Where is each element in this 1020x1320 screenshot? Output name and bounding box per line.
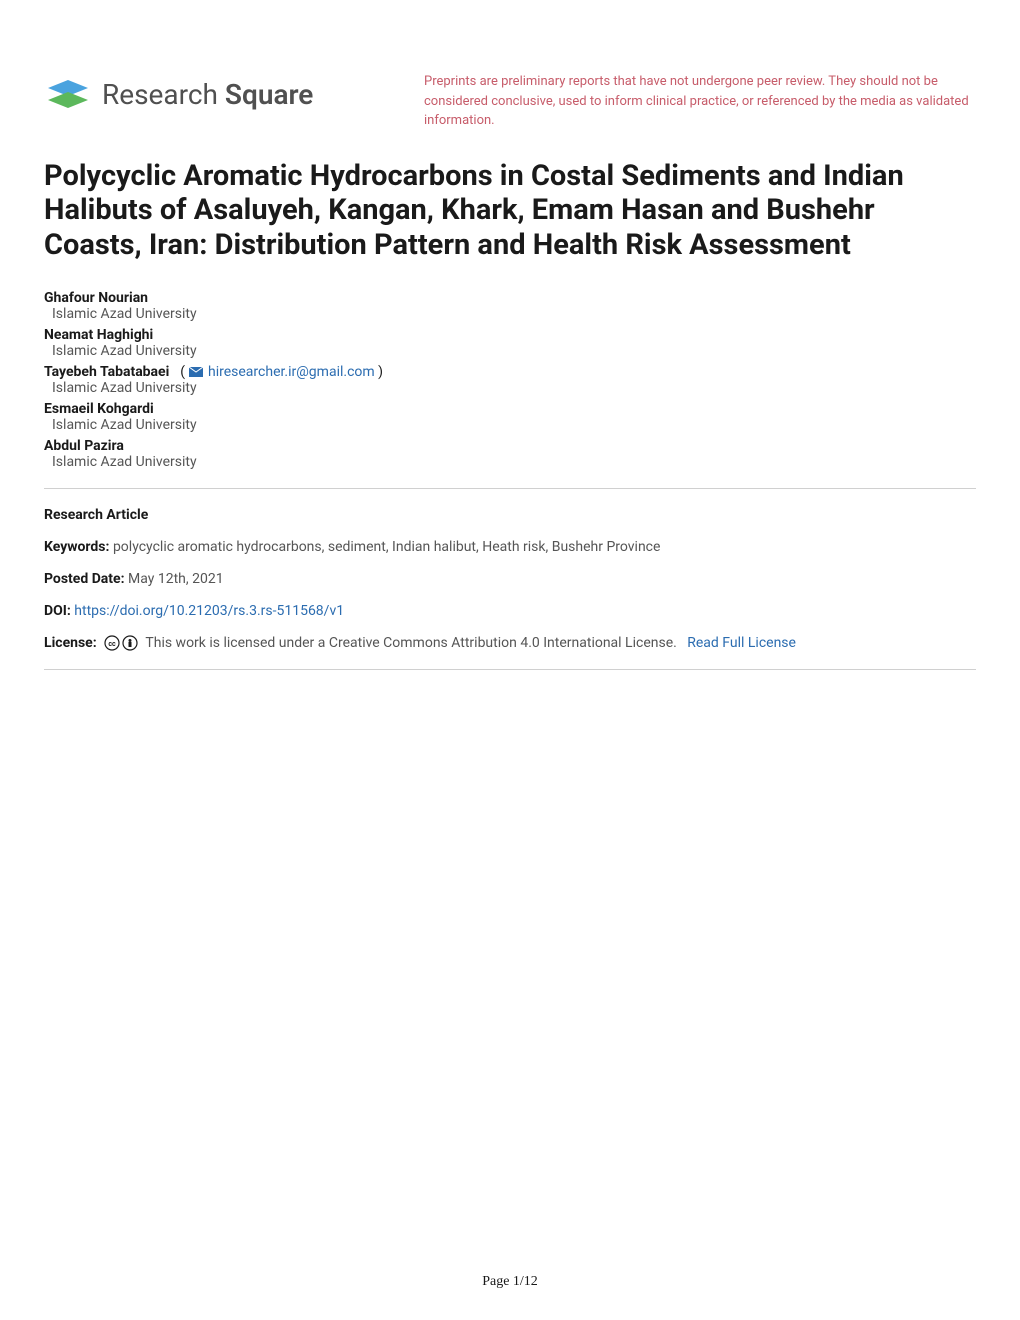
keywords-label: Keywords: (44, 539, 109, 555)
posted-date-label: Posted Date: (44, 571, 125, 587)
license-label: License: (44, 635, 97, 651)
keywords-value: polycyclic aromatic hydrocarbons, sedime… (113, 539, 661, 555)
author-name: Abdul Pazira (44, 438, 124, 454)
author-entry: Esmaeil Kohgardi Islamic Azad University (44, 398, 976, 433)
cc-by-icon (122, 635, 138, 651)
author-entry: Neamat Haghighi Islamic Azad University (44, 324, 976, 359)
svg-text:cc: cc (109, 640, 117, 648)
logo-text: Research Square (102, 78, 313, 111)
author-name: Esmaeil Kohgardi (44, 401, 154, 417)
author-entry: Abdul Pazira Islamic Azad University (44, 435, 976, 470)
doi-row: DOI: https://doi.org/10.21203/rs.3.rs-51… (44, 603, 976, 619)
article-type: Research Article (44, 507, 976, 523)
logo[interactable]: Research Square (44, 70, 424, 118)
doi-link[interactable]: https://doi.org/10.21203/rs.3.rs-511568/… (74, 603, 344, 619)
envelope-icon (189, 367, 203, 377)
author-email-wrapper: ( hiresearcher.ir@gmail.com ) (173, 364, 383, 380)
preprint-notice: Preprints are preliminary reports that h… (424, 70, 976, 131)
author-email-link[interactable]: hiresearcher.ir@gmail.com (208, 364, 375, 380)
license-text: This work is licensed under a Creative C… (145, 635, 676, 651)
author-affiliation: Islamic Azad University (52, 380, 976, 396)
doi-label: DOI: (44, 603, 71, 619)
author-name: Tayebeh Tabatabaei (44, 364, 169, 380)
cc-icon: cc (104, 635, 120, 651)
author-affiliation: Islamic Azad University (52, 454, 976, 470)
license-row: License: cc This work is licensed under … (44, 635, 976, 651)
author-affiliation: Islamic Azad University (52, 306, 976, 322)
cc-icons: cc (104, 635, 138, 651)
author-name: Ghafour Nourian (44, 290, 148, 306)
author-affiliation: Islamic Azad University (52, 343, 976, 359)
author-entry: Tayebeh Tabatabaei ( hiresearcher.ir@gma… (44, 361, 976, 396)
research-square-logo-icon (44, 70, 92, 118)
author-entry: Ghafour Nourian Islamic Azad University (44, 287, 976, 322)
author-affiliation: Islamic Azad University (52, 417, 976, 433)
page-number: Page 1/12 (0, 1274, 1020, 1290)
keywords-row: Keywords: polycyclic aromatic hydrocarbo… (44, 539, 976, 555)
section-divider (44, 669, 976, 670)
author-name: Neamat Haghighi (44, 327, 153, 343)
authors-list: Ghafour Nourian Islamic Azad University … (44, 287, 976, 470)
article-title: Polycyclic Aromatic Hydrocarbons in Cost… (44, 159, 976, 263)
read-full-license-link[interactable]: Read Full License (687, 635, 796, 651)
posted-date-value: May 12th, 2021 (128, 571, 224, 587)
section-divider (44, 488, 976, 489)
page-header: Research Square Preprints are preliminar… (44, 70, 976, 131)
posted-date-row: Posted Date: May 12th, 2021 (44, 571, 976, 587)
